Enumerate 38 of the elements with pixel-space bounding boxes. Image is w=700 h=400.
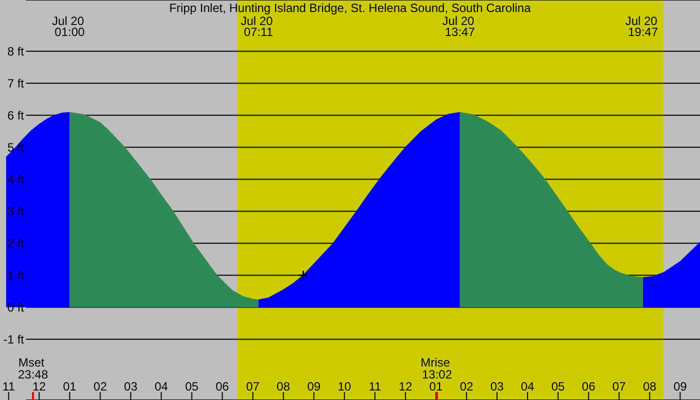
x-tick-label: 03: [490, 380, 504, 394]
annotation: Mrise 13:02: [420, 356, 454, 382]
x-tick-label: 07: [246, 380, 260, 394]
y-tick-label: 1 ft: [7, 268, 25, 282]
x-tick-label: 01: [63, 380, 77, 394]
x2-tick-label: Jul 20 07:11: [240, 14, 276, 39]
x-tick-label: 08: [642, 380, 657, 394]
x-tick-label: 04: [154, 380, 168, 394]
x-tick-label: 09: [673, 380, 688, 394]
x-tick-label: 12: [398, 380, 412, 394]
y-tick-label: 4 ft: [7, 172, 25, 186]
x-tick-label: 10: [338, 380, 352, 394]
x-tick-label: 02: [460, 380, 474, 394]
x2-tick-label: Jul 20 01:00: [52, 14, 88, 39]
x-tick-label: 11: [368, 380, 382, 394]
y-tick-label: 3 ft: [7, 204, 25, 218]
x-tick-label: 08: [276, 380, 290, 394]
y-tick-label: -1 ft: [3, 332, 25, 346]
x-tick-label: 01: [429, 380, 443, 394]
x2-tick-label: Jul 20 19:47: [625, 14, 661, 39]
y-tick-label: 5 ft: [7, 140, 25, 154]
x-tick-label: 11: [2, 380, 16, 394]
x-tick-label: 06: [582, 380, 596, 394]
y-tick-label: 2 ft: [7, 236, 25, 250]
annotation: Mset 23:48: [18, 356, 48, 382]
y-tick-label: 7 ft: [7, 76, 25, 90]
y-tick-label: 8 ft: [7, 44, 25, 58]
x-tick-label: 04: [520, 380, 535, 394]
x-tick-label: 09: [307, 380, 321, 394]
x-tick-label: 06: [216, 380, 230, 394]
x-tick-label: 05: [185, 380, 199, 394]
y-tick-label: 6 ft: [7, 108, 25, 122]
x2-tick-label: Jul 20 13:47: [442, 14, 478, 39]
x-tick-label: 03: [124, 380, 138, 394]
x-tick-label: 07: [612, 380, 626, 394]
x-tick-label: 05: [551, 380, 566, 394]
x-tick-label: 02: [94, 380, 108, 394]
x-tick-label: 12: [32, 380, 46, 394]
